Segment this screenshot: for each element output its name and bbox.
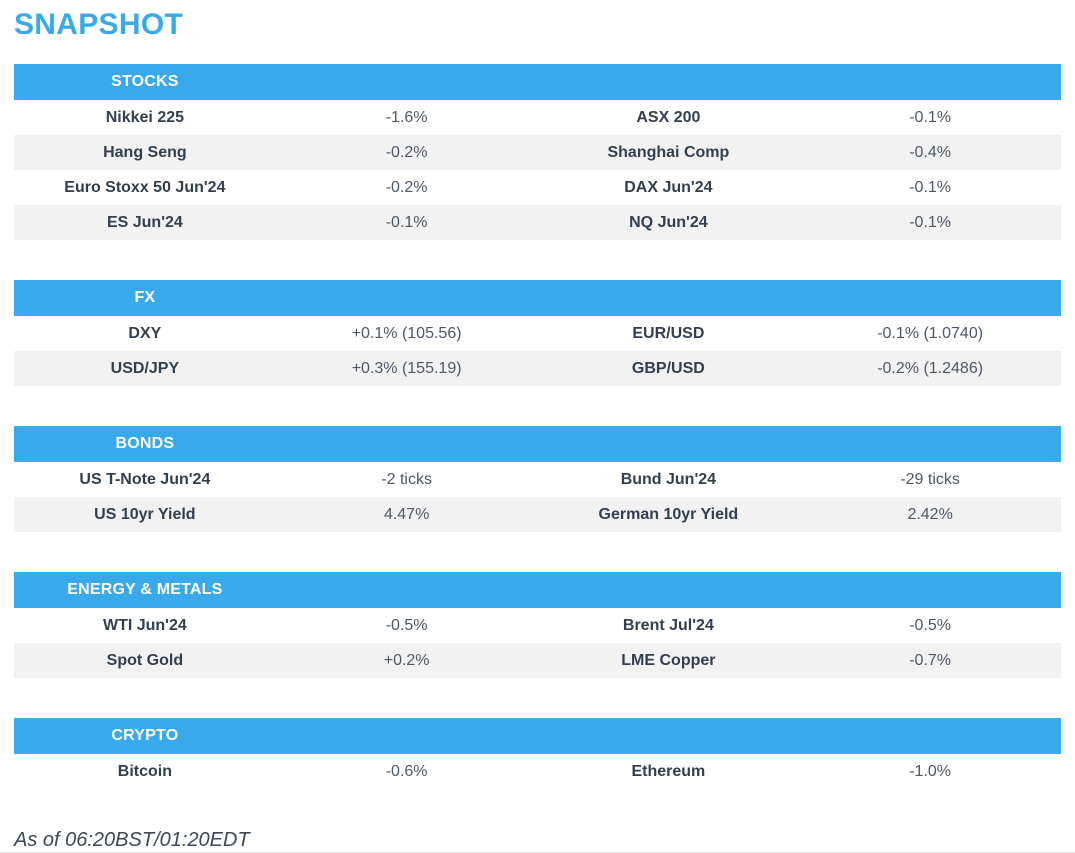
instrument-name: EUR/USD <box>632 324 705 342</box>
table-row: Bitcoin -0.6% Ethereum -1.0% <box>14 754 1061 789</box>
instrument-value: 4.47% <box>383 505 430 523</box>
instrument-value: +0.2% <box>383 651 430 669</box>
instrument-value: -0.2% (1.2486) <box>877 359 984 377</box>
instrument-name: Shanghai Comp <box>607 143 730 161</box>
instrument-value: -0.5% <box>385 616 428 634</box>
table-row: Hang Seng -0.2% Shanghai Comp -0.4% <box>14 135 1061 170</box>
section-header-spacer <box>276 64 538 100</box>
instrument-name: ASX 200 <box>636 108 701 126</box>
instrument-value: -1.0% <box>909 762 952 780</box>
section-header-spacer <box>799 718 1061 754</box>
section-header-spacer <box>538 426 800 462</box>
instrument-name: Brent Jul'24 <box>622 616 714 634</box>
instrument-name: Nikkei 225 <box>105 108 185 126</box>
section-header-spacer <box>799 64 1061 100</box>
instrument-name: Bund Jun'24 <box>620 470 717 488</box>
instrument-value: -0.7% <box>909 651 952 669</box>
section-table-energy-metals: ENERGY & METALS WTI Jun'24 -0.5% Brent Jul'… <box>14 572 1061 678</box>
section-header-spacer <box>799 280 1061 316</box>
section-header-spacer <box>276 280 538 316</box>
section-table-stocks: STOCKS Nikkei 225 -1.6% ASX 200 -0.1% Hang Se… <box>14 64 1061 240</box>
section-header: ENERGY & METALS <box>14 572 1061 608</box>
section-header: BONDS <box>14 426 1061 462</box>
instrument-name: Spot Gold <box>106 651 184 669</box>
instrument-value: -0.5% <box>909 616 952 634</box>
instrument-value: 2.42% <box>907 505 953 523</box>
table-row: ES Jun'24 -0.1% NQ Jun'24 -0.1% <box>14 205 1061 240</box>
section-header-spacer <box>799 572 1061 608</box>
instrument-value: -1.6% <box>385 108 428 126</box>
section-header: FX <box>14 280 1061 316</box>
section-table-bonds: BONDS US T-Note Jun'24 -2 ticks Bund Jun'24… <box>14 426 1061 532</box>
instrument-value: -0.1% <box>909 108 952 126</box>
instrument-name: USD/JPY <box>110 359 180 377</box>
instrument-name: DXY <box>128 324 162 342</box>
instrument-name: German 10yr Yield <box>598 505 739 523</box>
section-header-label: BONDS <box>115 435 175 452</box>
instrument-name: US T-Note Jun'24 <box>79 470 211 488</box>
instrument-value: -0.6% <box>385 762 428 780</box>
section-header-spacer <box>276 426 538 462</box>
section-header: STOCKS <box>14 64 1061 100</box>
section-header: CRYPTO <box>14 718 1061 754</box>
section-header-label: FX <box>134 289 156 306</box>
section-header-label: STOCKS <box>111 73 179 90</box>
footer-timestamp: As of 06:20BST/01:20EDT <box>14 829 250 851</box>
section-table-fx: FX DXY +0.1% (105.56) EUR/USD -0.1% (1.0740)… <box>14 280 1061 386</box>
instrument-value: +0.1% (105.56) <box>351 324 462 342</box>
instrument-value: -0.1% <box>385 213 428 231</box>
instrument-value: -2 ticks <box>381 470 432 488</box>
instrument-name: Hang Seng <box>103 143 187 161</box>
instrument-name: LME Copper <box>621 651 716 669</box>
section-header-spacer <box>538 572 800 608</box>
instrument-value: +0.3% (155.19) <box>351 359 462 377</box>
sections-container: STOCKS Nikkei 225 -1.6% ASX 200 -0.1% Hang Se… <box>14 64 1061 789</box>
section-header-spacer <box>538 280 800 316</box>
instrument-value: -29 ticks <box>900 470 960 488</box>
instrument-value: -0.1% <box>909 178 952 196</box>
section-header-label: ENERGY & METALS <box>67 581 223 598</box>
instrument-name: DAX Jun'24 <box>624 178 713 196</box>
page-title: SNAPSHOT <box>14 8 184 41</box>
section-header-label: CRYPTO <box>111 727 179 744</box>
table-row: Nikkei 225 -1.6% ASX 200 -0.1% <box>14 100 1061 135</box>
section-table-crypto: CRYPTO Bitcoin -0.6% Ethereum -1.0% <box>14 718 1061 789</box>
table-row: DXY +0.1% (105.56) EUR/USD -0.1% (1.0740) <box>14 316 1061 351</box>
instrument-name: WTI Jun'24 <box>102 616 187 634</box>
instrument-value: -0.1% <box>909 213 952 231</box>
instrument-name: ES Jun'24 <box>106 213 183 231</box>
table-row: US T-Note Jun'24 -2 ticks Bund Jun'24 -29 t… <box>14 462 1061 497</box>
section-header-spacer <box>799 426 1061 462</box>
table-row: WTI Jun'24 -0.5% Brent Jul'24 -0.5% <box>14 608 1061 643</box>
table-row: USD/JPY +0.3% (155.19) GBP/USD -0.2% (1.248… <box>14 351 1061 386</box>
instrument-value: -0.4% <box>909 143 952 161</box>
table-row: US 10yr Yield 4.47% German 10yr Yield 2.42% <box>14 497 1061 532</box>
instrument-value: -0.2% <box>385 143 428 161</box>
section-header-spacer <box>276 572 538 608</box>
instrument-name: Ethereum <box>631 762 706 780</box>
section-header-spacer <box>276 718 538 754</box>
instrument-name: NQ Jun'24 <box>629 213 708 231</box>
instrument-name: Euro Stoxx 50 Jun'24 <box>64 178 226 196</box>
section-header-spacer <box>538 64 800 100</box>
section-header-spacer <box>538 718 800 754</box>
table-row: Euro Stoxx 50 Jun'24 -0.2% DAX Jun'24 -0.1% <box>14 170 1061 205</box>
instrument-value: -0.1% (1.0740) <box>877 324 984 342</box>
instrument-value: -0.2% <box>385 178 428 196</box>
instrument-name: Bitcoin <box>117 762 172 780</box>
table-row: Spot Gold +0.2% LME Copper -0.7% <box>14 643 1061 678</box>
instrument-name: US 10yr Yield <box>94 505 196 523</box>
instrument-name: GBP/USD <box>631 359 705 377</box>
